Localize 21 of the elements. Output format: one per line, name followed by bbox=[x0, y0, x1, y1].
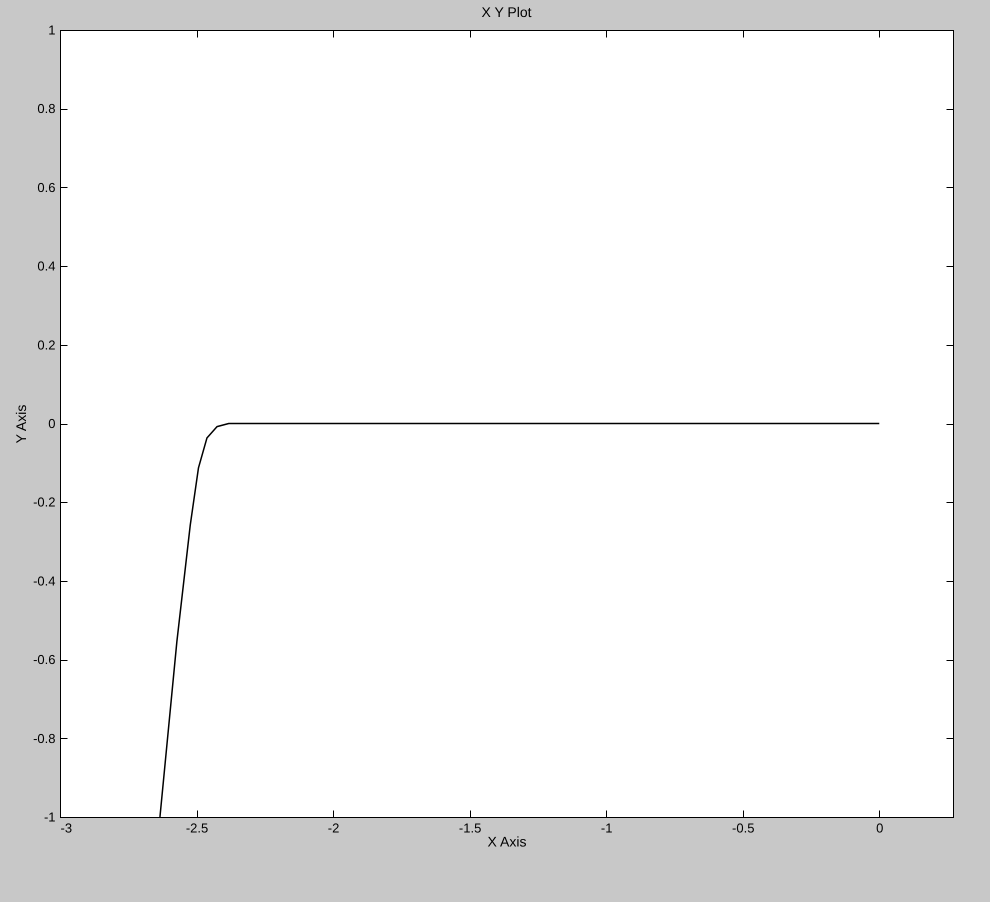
y-tick-label: -0.6 bbox=[33, 652, 56, 668]
y-tick-label: -1 bbox=[44, 810, 56, 824]
y-tick-label: -0.8 bbox=[33, 730, 56, 746]
x-axis-title: X Axis bbox=[488, 834, 526, 850]
y-axis-title: Y Axis bbox=[13, 404, 30, 444]
y-tick-label: -0.4 bbox=[33, 573, 56, 588]
x-tick-label: 0 bbox=[876, 820, 884, 836]
x-tick-label: -2.5 bbox=[186, 820, 208, 836]
x-tick-label: -2 bbox=[328, 820, 340, 836]
x-tick-label: -3 bbox=[60, 820, 72, 836]
chart-title: X Y Plot bbox=[481, 4, 532, 20]
y-tick-label: -0.2 bbox=[33, 494, 56, 510]
y-tick-label: 0.4 bbox=[37, 258, 56, 274]
y-tick-label: 0.6 bbox=[37, 180, 56, 195]
x-tick-label: -1.5 bbox=[458, 820, 482, 836]
y-tick-label: 0.8 bbox=[37, 101, 56, 116]
x-tick-label: -0.5 bbox=[732, 820, 754, 836]
x-tick-label: -1 bbox=[600, 820, 612, 836]
y-tick-label: 1 bbox=[48, 22, 56, 38]
y-tick-label: 0 bbox=[48, 416, 56, 431]
y-tick-label: 0.2 bbox=[37, 337, 56, 352]
